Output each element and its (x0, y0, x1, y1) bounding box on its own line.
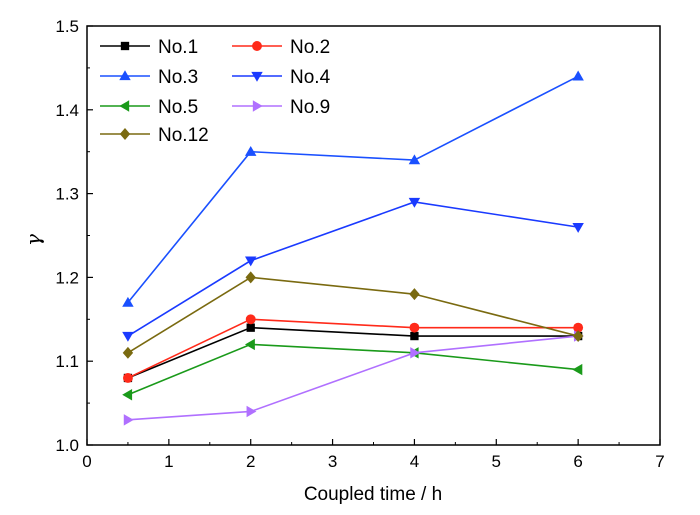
data-point (572, 330, 584, 343)
y-tick-label: 1.2 (55, 268, 79, 287)
data-point (122, 346, 134, 359)
legend-marker (252, 100, 263, 112)
legend-marker (119, 100, 130, 112)
data-point (122, 331, 134, 342)
series-line (127, 326, 579, 379)
legend-entry: No.5 (100, 97, 198, 118)
legend-entry: No.3 (100, 67, 198, 88)
legend-label: No.9 (290, 97, 330, 118)
x-tick-label: 6 (573, 452, 582, 471)
y-tick-label: 1.0 (55, 436, 79, 455)
data-point (573, 322, 584, 333)
legend-label: No.3 (158, 67, 198, 88)
data-point (244, 145, 257, 156)
series-no1 (123, 323, 583, 383)
data-point (122, 296, 134, 307)
x-axis-title: Coupled time / h (304, 484, 442, 505)
data-point (122, 389, 133, 401)
data-point (245, 314, 256, 325)
legend-label: No.4 (290, 67, 331, 88)
data-point (410, 331, 419, 341)
x-tick-label: 0 (82, 452, 91, 471)
legend-label: No.2 (290, 37, 330, 58)
data-point (410, 347, 421, 359)
data-point (408, 197, 421, 208)
legend-entry: No.12 (100, 125, 209, 146)
legend-marker (251, 71, 263, 82)
y-axis-title: γ (21, 234, 45, 246)
legend-label: No.12 (158, 125, 209, 146)
data-point (572, 363, 583, 376)
y-tick-label: 1.5 (55, 17, 79, 36)
x-tick-label: 4 (410, 452, 419, 471)
legend-label: No.1 (158, 37, 198, 58)
legend: No.1 No.2 No.3 No.4 No.5 No.9 No.12 (100, 37, 331, 146)
series-line (127, 201, 579, 337)
series-line (127, 276, 579, 354)
legend-label: No.5 (158, 97, 198, 118)
x-tick-label: 1 (164, 452, 173, 471)
data-point (409, 288, 420, 301)
legend-marker (252, 41, 262, 51)
data-point (572, 70, 584, 81)
plot-frame (86, 25, 661, 446)
y-tick-label: 1.4 (55, 101, 79, 120)
data-point (246, 323, 255, 332)
series-no9 (123, 330, 584, 426)
data-point (246, 405, 257, 418)
y-tick-label: 1.3 (55, 185, 79, 204)
legend-entry: No.2 (232, 37, 330, 58)
legend-marker (119, 70, 131, 81)
x-tick-label: 3 (328, 452, 337, 471)
legend-entry: No.9 (232, 97, 330, 118)
legend-marker (120, 41, 130, 51)
y-tick-label: 1.1 (55, 352, 79, 371)
data-point (408, 154, 421, 165)
data-point (244, 256, 257, 267)
series-no12 (122, 271, 584, 359)
data-point (244, 338, 255, 351)
series-no2 (122, 314, 584, 383)
x-tick-label: 7 (655, 452, 664, 471)
legend-marker (119, 128, 131, 140)
series-line (127, 318, 579, 379)
x-tick-label: 2 (246, 452, 255, 471)
legend-entry: No.4 (232, 67, 331, 88)
x-tick-label: 5 (492, 452, 501, 471)
data-point (245, 271, 256, 284)
data-point (122, 373, 133, 383)
series-no4 (122, 197, 584, 342)
data-point (572, 222, 584, 233)
data-point (123, 414, 134, 426)
series-line (127, 343, 579, 396)
series-line (127, 335, 579, 421)
data-point (409, 322, 420, 333)
legend-entry: No.1 (100, 37, 198, 58)
series-no3 (122, 70, 584, 307)
series-line (127, 75, 579, 304)
